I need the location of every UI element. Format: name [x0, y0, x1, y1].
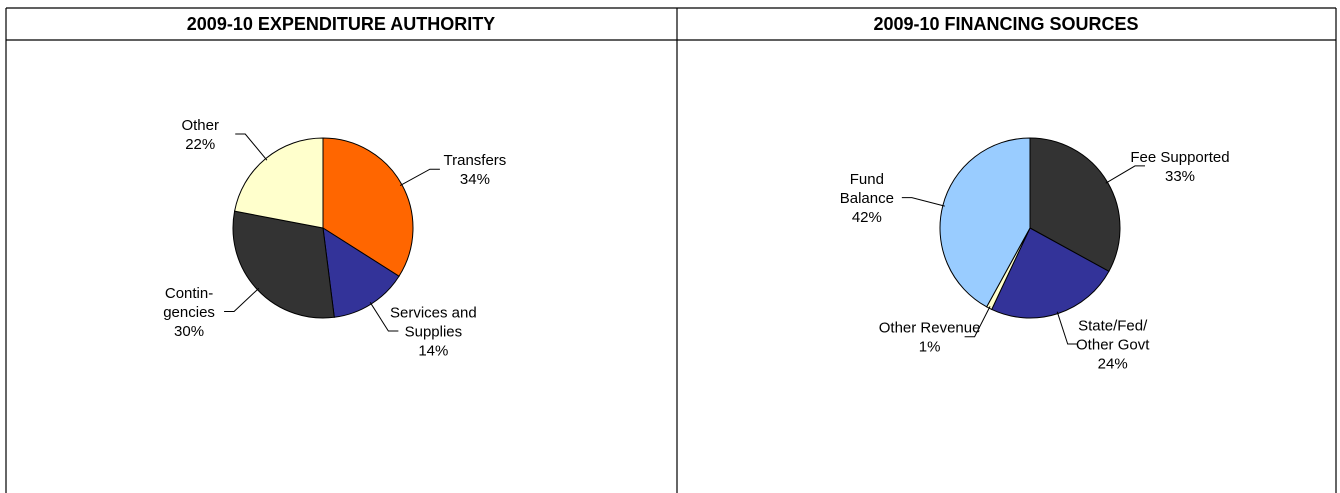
slice-value-label: 34%: [460, 171, 490, 188]
label-line: Other Revenue: [879, 320, 981, 337]
leader-line: [235, 133, 268, 161]
label-line: Fund: [850, 171, 884, 188]
frame: [5, 7, 1337, 493]
label-line: State/Fed/: [1078, 318, 1148, 335]
slice-value-label: 14%: [418, 343, 448, 360]
chart-title: 2009-10 EXPENDITURE AUTHORITY: [187, 14, 495, 34]
slice-value-label: 22%: [185, 136, 215, 153]
leader-line: [399, 168, 440, 187]
label-line: Other: [181, 117, 219, 134]
label-line: Transfers: [444, 152, 507, 169]
slice-value-label: 24%: [1098, 356, 1128, 373]
leader-line: [224, 287, 260, 313]
slice-label: Other: [181, 117, 219, 134]
slice-label: Other Revenue: [879, 320, 981, 337]
leader-line: [1056, 311, 1078, 345]
slice-value-label: 1%: [919, 339, 941, 356]
leader-line: [964, 306, 991, 338]
label-line: Supplies: [405, 324, 463, 341]
slice-label: State/Fed/Other Govt: [1076, 318, 1150, 354]
slice-value-label: 30%: [174, 323, 204, 340]
label-line: Services and: [390, 305, 477, 322]
leader-line: [1105, 165, 1146, 184]
slice-value-label: 33%: [1165, 168, 1195, 185]
slice-label: Contin-gencies: [163, 285, 215, 321]
slice-label: Transfers: [444, 152, 507, 169]
label-line: Fee Supported: [1130, 149, 1229, 166]
slice-value-label: 42%: [852, 209, 882, 226]
label-line: Balance: [840, 190, 894, 207]
slice-label: Services and Supplies: [390, 305, 477, 341]
leader-line: [369, 302, 399, 332]
label-line: Contin-: [165, 285, 213, 302]
slice-label: Fee Supported: [1130, 149, 1229, 166]
slice-label: Fund Balance: [840, 171, 894, 207]
label-line: gencies: [163, 304, 215, 321]
label-line: Other Govt: [1076, 337, 1150, 354]
leader-line: [901, 197, 945, 207]
chart-title: 2009-10 FINANCING SOURCES: [873, 14, 1138, 34]
